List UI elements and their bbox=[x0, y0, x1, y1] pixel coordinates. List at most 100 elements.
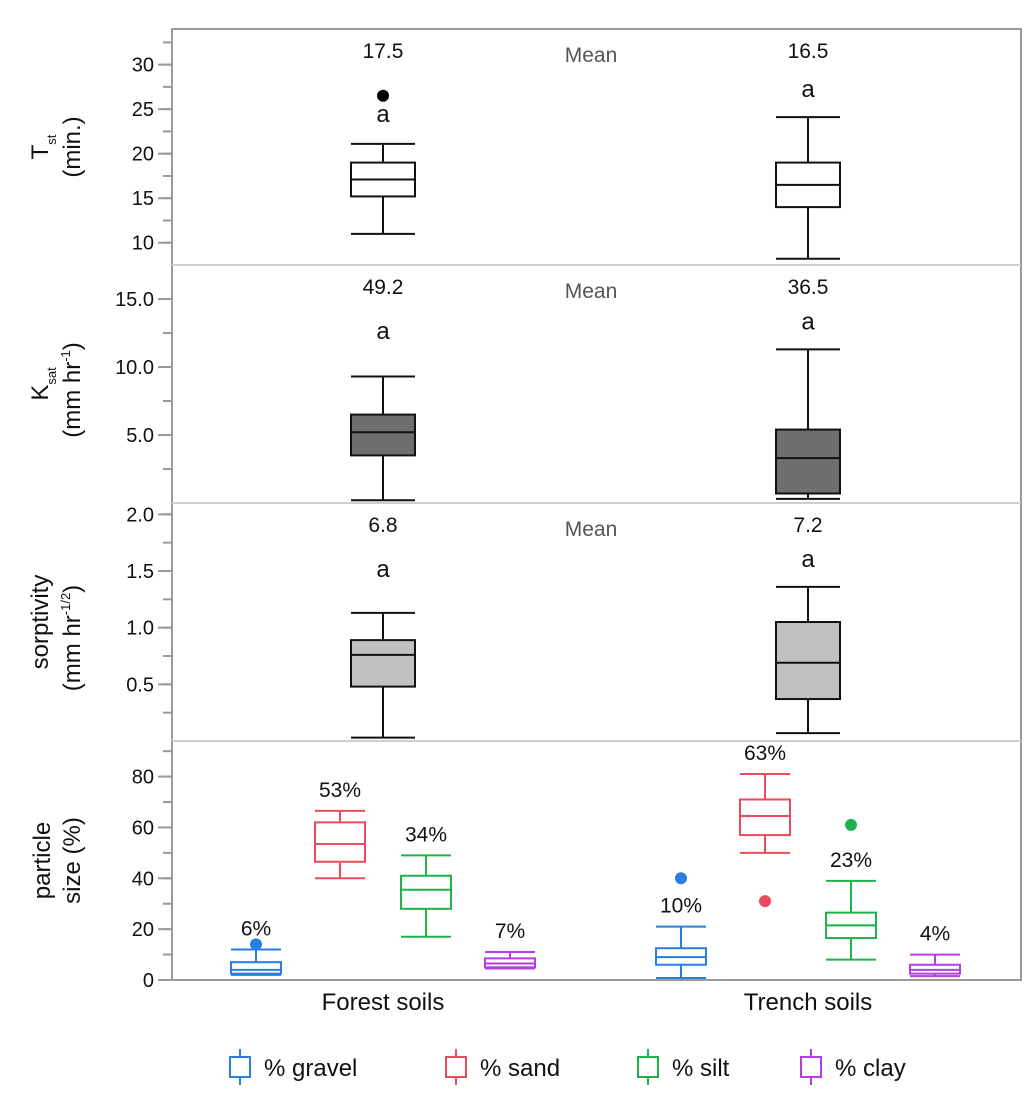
panel-sorptivity-letter: a bbox=[376, 556, 390, 583]
panel-particle-ylabel: particle size (%) bbox=[29, 817, 86, 904]
panel-particle-mean-value: 34% bbox=[405, 823, 447, 846]
ylabel-part: -1 bbox=[58, 350, 73, 362]
panel-particle-3-box bbox=[484, 951, 536, 970]
panel-sorptivity-tick-label: 0.5 bbox=[126, 674, 154, 696]
panel-particle-tick-label: 0 bbox=[143, 970, 154, 992]
box-iqr bbox=[314, 821, 366, 863]
panel-particle-mean-value: 23% bbox=[830, 849, 872, 872]
panel-particle-1-box bbox=[739, 773, 791, 854]
panel-particle-2-box bbox=[825, 879, 877, 961]
panel-ksat-tick-label: 5.0 bbox=[126, 425, 154, 447]
panel-tst-outlier bbox=[377, 89, 389, 102]
panel-ksat-letter: a bbox=[801, 308, 815, 335]
legend-swatch bbox=[800, 1049, 822, 1085]
ylabel-part: st bbox=[44, 134, 59, 145]
legend-swatch bbox=[445, 1049, 467, 1085]
panel-ksat-mean-value: 49.2 bbox=[363, 276, 404, 299]
ylabel-part: -1/2 bbox=[58, 593, 73, 615]
panel-particle-mean-value: 53% bbox=[319, 779, 361, 802]
x-category-label: Forest soils bbox=[322, 989, 445, 1016]
panel-tst-tick-label: 25 bbox=[132, 99, 154, 121]
panel-sorptivity-mean-value: 7.2 bbox=[793, 514, 822, 537]
panel-sorptivity-box bbox=[775, 585, 841, 735]
plot-frame bbox=[171, 28, 1022, 981]
ylabel-part: sorptivity bbox=[27, 575, 54, 670]
panel-sorptivity-letter: a bbox=[801, 546, 815, 573]
panel-particle-0-box bbox=[230, 948, 282, 976]
panel-ksat-mean-value: 36.5 bbox=[788, 276, 829, 299]
panel-particle-tick-label: 20 bbox=[132, 919, 154, 941]
legend-label: % sand bbox=[480, 1055, 560, 1082]
panel-tst-tick-label: 10 bbox=[132, 233, 154, 255]
panel-sorptivity-mean-label: Mean bbox=[565, 518, 618, 541]
legend-box bbox=[229, 1056, 251, 1078]
panel-particle-1-box bbox=[314, 809, 366, 880]
legend-label: % silt bbox=[672, 1055, 730, 1082]
panel-particle-outlier bbox=[759, 895, 771, 908]
panel-ksat-box bbox=[775, 348, 841, 500]
panel-tst-letter: a bbox=[801, 76, 815, 103]
ylabel-part: T bbox=[27, 144, 54, 159]
legend-swatch bbox=[637, 1049, 659, 1085]
panel-tst-box bbox=[350, 142, 416, 235]
panel-particle-3-box bbox=[909, 953, 961, 978]
panel-tst-letter: a bbox=[376, 101, 390, 128]
panel-sorptivity-mean-value: 6.8 bbox=[368, 514, 397, 537]
panel-ksat-box bbox=[350, 375, 416, 502]
panel-particle-mean-value: 63% bbox=[744, 742, 786, 765]
panel-ksat-mean-label: Mean bbox=[565, 280, 618, 303]
legend-box bbox=[445, 1056, 467, 1078]
ylabel-part: size (%) bbox=[59, 817, 86, 904]
panel-particle-outlier bbox=[250, 938, 262, 951]
ylabel-part: ) bbox=[59, 342, 86, 350]
x-category-label: Trench soils bbox=[744, 989, 872, 1016]
panel-tst-tick-label: 15 bbox=[132, 188, 154, 210]
panel-tst-tick-label: 20 bbox=[132, 144, 154, 166]
box-iqr bbox=[739, 798, 791, 837]
box-iqr bbox=[230, 961, 282, 975]
ylabel-part: K bbox=[27, 385, 54, 401]
panel-ksat-tick-label: 15.0 bbox=[115, 289, 154, 311]
panel-particle-outlier bbox=[675, 872, 687, 885]
ylabel-part: (min.) bbox=[59, 116, 86, 177]
ylabel-part: ) bbox=[59, 585, 86, 593]
panel-particle-0-box bbox=[655, 925, 707, 979]
panel-particle-mean-value: 10% bbox=[660, 895, 702, 918]
panel-tst-ylabel: Tst(min.) bbox=[27, 116, 86, 177]
box-iqr bbox=[400, 874, 452, 910]
panel-tst-mean-label: Mean bbox=[565, 44, 618, 67]
legend-swatch bbox=[229, 1049, 251, 1085]
panel-particle-outlier bbox=[845, 818, 857, 831]
box-iqr bbox=[775, 428, 841, 495]
panel-particle-tick-label: 40 bbox=[132, 868, 154, 890]
ylabel-part: (mm hr bbox=[59, 615, 86, 691]
panel-particle-mean-value: 6% bbox=[241, 917, 271, 940]
box-iqr bbox=[350, 413, 416, 457]
panel-particle-tick-label: 60 bbox=[132, 817, 154, 839]
ylabel-part: sat bbox=[44, 367, 59, 385]
panel-sorptivity-tick-label: 2.0 bbox=[126, 504, 154, 526]
panel-sorptivity-tick-label: 1.5 bbox=[126, 561, 154, 583]
panel-particle-tick-label: 80 bbox=[132, 767, 154, 789]
panel-particle-mean-value: 4% bbox=[920, 923, 950, 946]
panel-particle-mean-value: 7% bbox=[495, 920, 525, 943]
panel-tst-mean-value: 16.5 bbox=[788, 40, 829, 63]
ylabel-part: particle bbox=[29, 822, 56, 899]
panel-tst-mean-value: 17.5 bbox=[363, 40, 404, 63]
box-iqr bbox=[350, 639, 416, 688]
panel-tst-tick-label: 30 bbox=[132, 55, 154, 77]
panel-particle-2-box bbox=[400, 854, 452, 938]
panel-ksat-ylabel: Ksat(mm hr-1) bbox=[27, 342, 86, 438]
legend-label: % gravel bbox=[264, 1055, 357, 1082]
legend-box bbox=[637, 1056, 659, 1078]
panel-sorptivity-ylabel: sorptivity (mm hr-1/2) bbox=[27, 575, 86, 692]
panel-ksat-letter: a bbox=[376, 318, 390, 345]
legend-box bbox=[800, 1056, 822, 1078]
box-iqr bbox=[775, 621, 841, 701]
ylabel-part: (mm hr bbox=[59, 362, 86, 438]
panel-sorptivity-box bbox=[350, 611, 416, 739]
panel-ksat-tick-label: 10.0 bbox=[115, 357, 154, 379]
legend-label: % clay bbox=[835, 1055, 906, 1082]
panel-tst-box bbox=[775, 116, 841, 260]
